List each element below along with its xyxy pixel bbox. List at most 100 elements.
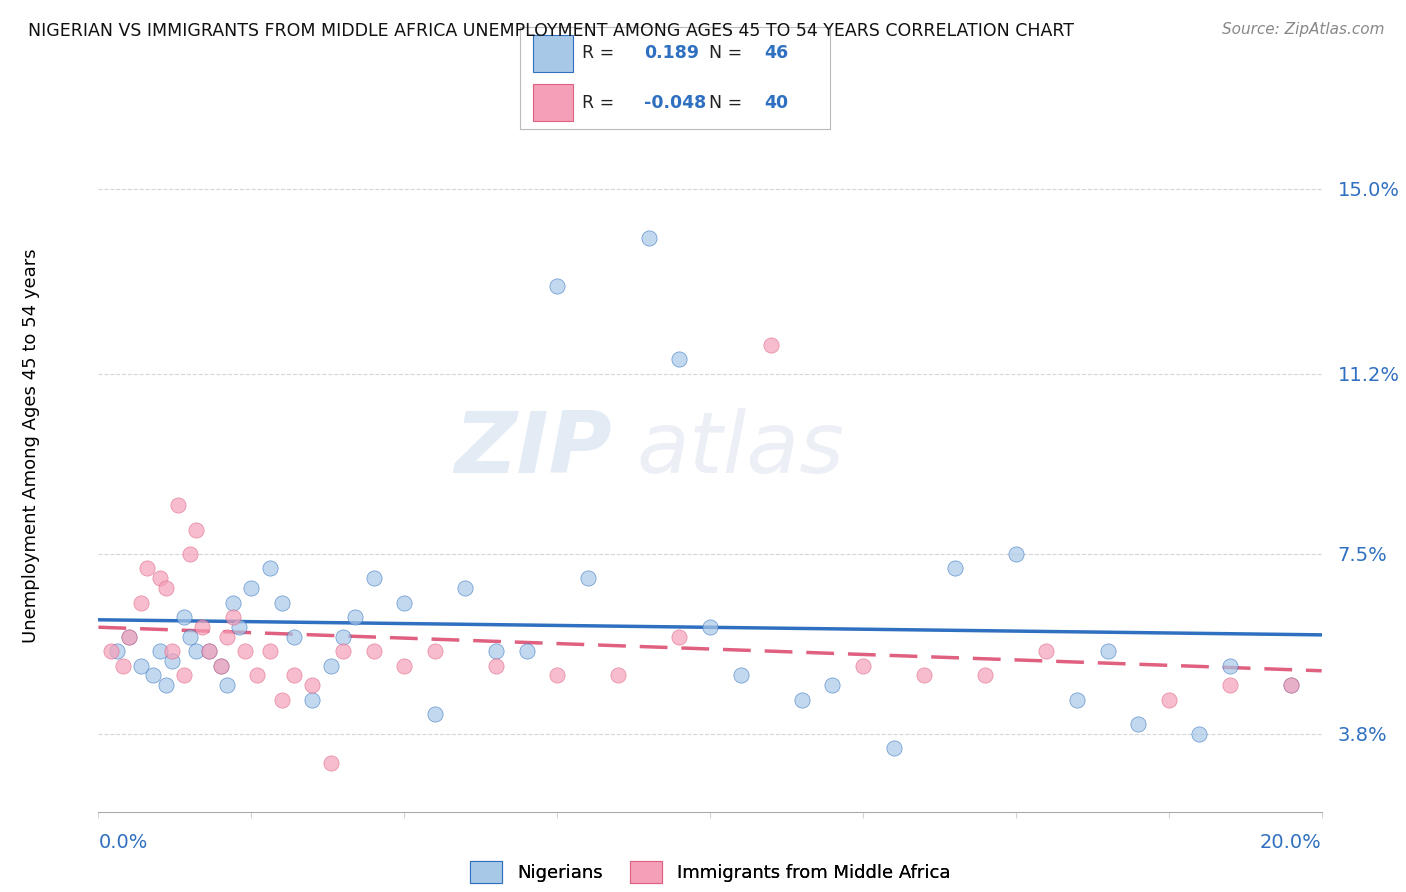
Point — [259, 644, 281, 658]
Point — [160, 654, 183, 668]
Point — [1035, 644, 1057, 658]
Point — [173, 610, 195, 624]
Point — [118, 630, 141, 644]
Point — [149, 571, 172, 585]
Text: 0.0%: 0.0% — [98, 833, 148, 853]
Point — [283, 668, 305, 682]
Text: N =: N = — [709, 45, 742, 62]
Point — [1219, 678, 1241, 692]
Point — [270, 693, 294, 707]
Point — [222, 610, 245, 624]
Text: Unemployment Among Ages 45 to 54 years: Unemployment Among Ages 45 to 54 years — [22, 249, 39, 643]
Point — [516, 644, 538, 658]
Text: Source: ZipAtlas.com: Source: ZipAtlas.com — [1222, 22, 1385, 37]
Point — [105, 644, 128, 658]
Point — [160, 644, 183, 658]
Point — [233, 644, 256, 658]
Point — [821, 678, 844, 692]
Point — [246, 668, 269, 682]
Text: atlas: atlas — [637, 409, 845, 491]
Point — [179, 547, 201, 561]
Point — [319, 658, 342, 673]
Point — [1219, 658, 1241, 673]
Point — [301, 678, 323, 692]
Point — [283, 630, 305, 644]
Point — [699, 620, 721, 634]
Point — [363, 571, 385, 585]
Point — [423, 644, 446, 658]
Point — [363, 644, 385, 658]
Text: 46: 46 — [765, 45, 789, 62]
Point — [129, 595, 152, 609]
Point — [423, 707, 446, 722]
Point — [852, 658, 875, 673]
Point — [730, 668, 752, 682]
Point — [485, 658, 508, 673]
Point — [1097, 644, 1119, 658]
Point — [607, 668, 630, 682]
Point — [332, 630, 354, 644]
Point — [100, 644, 122, 658]
Point — [1279, 678, 1302, 692]
Point — [790, 693, 813, 707]
Bar — [533, 84, 572, 121]
Text: 0.189: 0.189 — [644, 45, 699, 62]
Text: R =: R = — [582, 45, 614, 62]
Point — [319, 756, 342, 770]
Point — [1279, 678, 1302, 692]
Point — [197, 644, 219, 658]
Point — [576, 571, 599, 585]
Point — [197, 644, 219, 658]
Text: R =: R = — [582, 94, 614, 112]
Text: N =: N = — [709, 94, 742, 112]
Point — [943, 561, 966, 575]
Point — [215, 630, 238, 644]
Point — [129, 658, 152, 673]
Point — [222, 595, 245, 609]
Text: NIGERIAN VS IMMIGRANTS FROM MIDDLE AFRICA UNEMPLOYMENT AMONG AGES 45 TO 54 YEARS: NIGERIAN VS IMMIGRANTS FROM MIDDLE AFRIC… — [28, 22, 1074, 40]
Point — [270, 595, 294, 609]
Point — [186, 523, 208, 537]
Point — [149, 644, 172, 658]
Point — [1004, 547, 1026, 561]
Point — [118, 630, 141, 644]
Text: 20.0%: 20.0% — [1260, 833, 1322, 853]
Point — [546, 279, 568, 293]
Text: ZIP: ZIP — [454, 409, 612, 491]
Point — [173, 668, 195, 682]
Point — [209, 658, 232, 673]
Point — [485, 644, 508, 658]
Point — [332, 644, 354, 658]
Point — [111, 658, 134, 673]
Legend: Nigerians, Immigrants from Middle Africa: Nigerians, Immigrants from Middle Africa — [470, 861, 950, 883]
Point — [668, 630, 690, 644]
Point — [637, 230, 661, 244]
Point — [392, 658, 416, 673]
Point — [454, 581, 477, 595]
Point — [761, 337, 783, 351]
Point — [209, 658, 232, 673]
Point — [1066, 693, 1088, 707]
Point — [215, 678, 238, 692]
Point — [155, 678, 177, 692]
Point — [228, 620, 250, 634]
Point — [344, 610, 367, 624]
Point — [259, 561, 281, 575]
Text: -0.048: -0.048 — [644, 94, 706, 112]
Point — [142, 668, 165, 682]
Point — [186, 644, 208, 658]
Point — [179, 630, 201, 644]
Point — [392, 595, 416, 609]
Point — [155, 581, 177, 595]
Point — [1188, 727, 1211, 741]
Point — [167, 498, 190, 512]
Point — [240, 581, 263, 595]
Point — [912, 668, 935, 682]
Point — [191, 620, 214, 634]
Point — [301, 693, 323, 707]
Point — [1157, 693, 1180, 707]
Point — [883, 741, 905, 756]
Point — [1128, 717, 1150, 731]
Text: 40: 40 — [765, 94, 789, 112]
Point — [668, 352, 690, 367]
